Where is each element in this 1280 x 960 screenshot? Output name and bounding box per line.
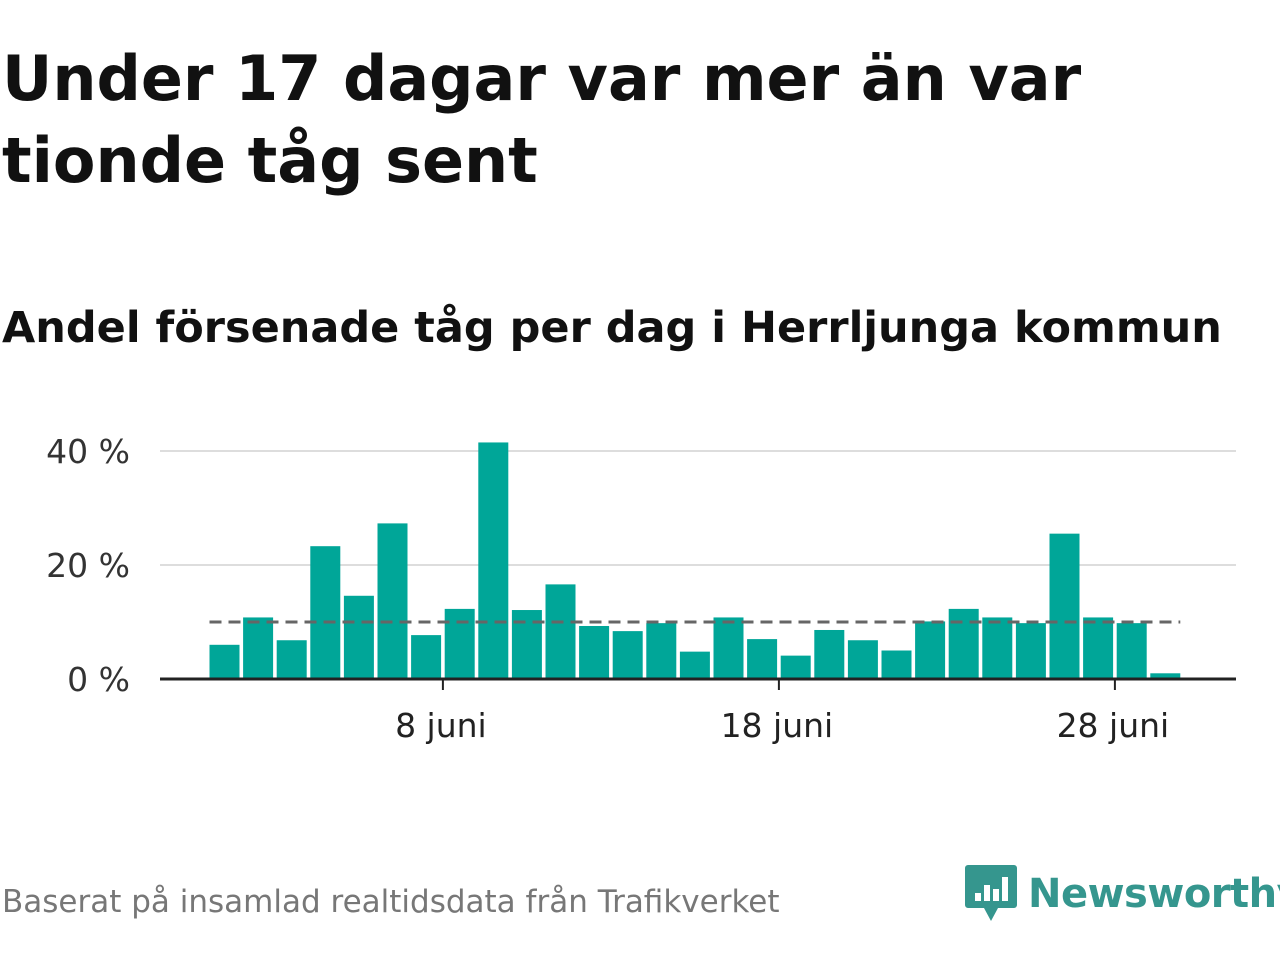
bar: [209, 644, 240, 679]
y-tick-label: 20 %: [46, 546, 130, 585]
bar: [1083, 617, 1114, 679]
bar: [343, 595, 374, 679]
bar: [747, 639, 778, 679]
bar: [814, 629, 845, 679]
bar: [881, 650, 912, 679]
y-tick-label: 40 %: [46, 432, 130, 471]
bar: [545, 584, 576, 679]
x-tick-label: 8 juni: [395, 706, 487, 745]
bar: [679, 651, 710, 679]
bar: [612, 631, 643, 679]
bar: [915, 621, 946, 679]
bar: [276, 640, 307, 679]
bar: [1150, 673, 1181, 679]
bar: [982, 617, 1013, 679]
bar: [847, 640, 878, 679]
bar: [1116, 623, 1147, 679]
bar: [646, 623, 677, 679]
chart-title: Under 17 dagar var mer än var tionde tåg…: [2, 42, 1082, 197]
source-note: Baserat på insamlad realtidsdata från Tr…: [2, 884, 780, 920]
bar: [310, 546, 341, 679]
y-tick-label: 0 %: [67, 660, 130, 699]
bar: [713, 617, 744, 679]
x-tick-label: 18 juni: [721, 706, 834, 745]
bar: [478, 442, 509, 679]
bar: [1015, 623, 1046, 679]
bar: [511, 610, 542, 679]
bar: [444, 608, 475, 679]
newsworthy-logo: Newsworthy: [964, 862, 1280, 926]
bar: [948, 608, 979, 679]
bar-chart-speech-bubble-icon: [965, 865, 1017, 921]
bar: [243, 617, 274, 679]
x-tick-label: 28 juni: [1057, 706, 1170, 745]
bar: [780, 655, 811, 679]
bar: [411, 635, 442, 679]
bar: [377, 523, 408, 679]
bar: [579, 625, 610, 679]
brand-name: Newsworthy: [1028, 871, 1280, 917]
chart-subtitle: Andel försenade tåg per dag i Herrljunga…: [2, 303, 1222, 353]
bar: [1049, 533, 1080, 679]
